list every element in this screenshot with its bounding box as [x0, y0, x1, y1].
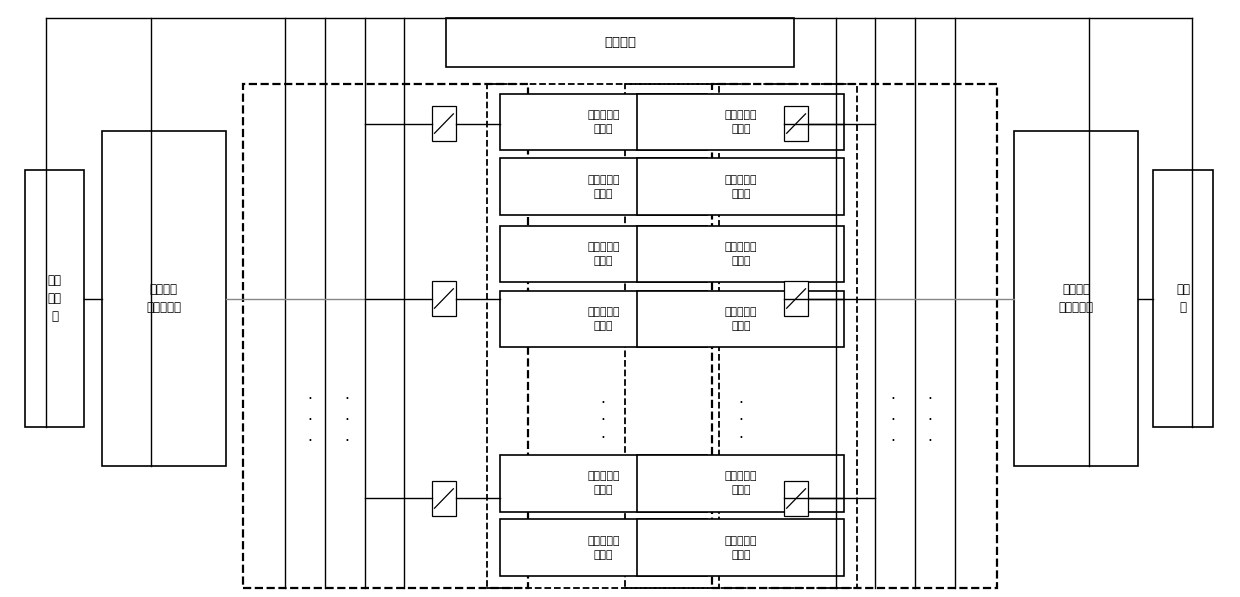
Bar — [487, 84, 719, 588]
Bar — [1153, 170, 1213, 427]
Text: ·: · — [308, 434, 312, 450]
Bar — [500, 158, 707, 215]
Bar — [637, 291, 844, 347]
Text: 子射频同轴
连接器: 子射频同轴 连接器 — [724, 536, 758, 560]
Text: 子射频同轴
连接器: 子射频同轴 连接器 — [724, 242, 758, 266]
Text: 子射频同轴
连接器: 子射频同轴 连接器 — [587, 471, 620, 496]
Text: ·: · — [890, 413, 895, 429]
Bar — [784, 281, 808, 316]
Bar — [500, 291, 707, 347]
Text: ·
·
·: · · · — [601, 396, 605, 446]
Text: 子射频同轴
连接器: 子射频同轴 连接器 — [587, 536, 620, 560]
Bar — [446, 18, 794, 67]
Text: ·: · — [928, 392, 932, 408]
Bar — [500, 94, 707, 150]
Bar — [637, 226, 844, 282]
Text: ·
·
·: · · · — [739, 396, 743, 446]
Bar — [500, 226, 707, 282]
Bar — [432, 281, 456, 316]
Text: 子射频同轴
连接器: 子射频同轴 连接器 — [587, 110, 620, 134]
Text: 控制模块: 控制模块 — [604, 36, 636, 49]
Bar — [25, 170, 84, 427]
Text: 第一射频
同轴连接器: 第一射频 同轴连接器 — [146, 283, 181, 314]
Bar — [500, 519, 707, 576]
Bar — [243, 84, 528, 588]
Bar — [500, 455, 707, 512]
Bar — [1014, 131, 1138, 466]
Text: ·: · — [928, 413, 932, 429]
Text: ·: · — [308, 413, 312, 429]
Text: ·: · — [345, 392, 350, 408]
Text: 子射频同轴
连接器: 子射频同轴 连接器 — [587, 174, 620, 199]
Text: 子射频同轴
连接器: 子射频同轴 连接器 — [724, 110, 758, 134]
Text: ·: · — [890, 392, 895, 408]
Text: ·: · — [928, 434, 932, 450]
Text: 测试
仪: 测试 仪 — [1176, 283, 1190, 314]
Text: 第二射频
同轴连接器: 第二射频 同轴连接器 — [1059, 283, 1094, 314]
Bar — [637, 519, 844, 576]
Bar — [712, 84, 997, 588]
Bar — [784, 106, 808, 141]
Bar — [432, 481, 456, 516]
Text: ·: · — [890, 434, 895, 450]
Bar — [625, 84, 857, 588]
Text: ·: · — [345, 434, 350, 450]
Text: 信号
发生
器: 信号 发生 器 — [47, 274, 62, 323]
Text: 子射频同轴
连接器: 子射频同轴 连接器 — [724, 307, 758, 331]
Text: 子射频同轴
连接器: 子射频同轴 连接器 — [587, 242, 620, 266]
Bar — [432, 106, 456, 141]
Text: ·: · — [308, 392, 312, 408]
Text: ·: · — [345, 413, 350, 429]
Bar — [102, 131, 226, 466]
Bar — [637, 455, 844, 512]
Bar — [784, 481, 808, 516]
Text: 子射频同轴
连接器: 子射频同轴 连接器 — [724, 471, 758, 496]
Text: 子射频同轴
连接器: 子射频同轴 连接器 — [724, 174, 758, 199]
Bar — [637, 158, 844, 215]
Bar — [637, 94, 844, 150]
Text: 子射频同轴
连接器: 子射频同轴 连接器 — [587, 307, 620, 331]
